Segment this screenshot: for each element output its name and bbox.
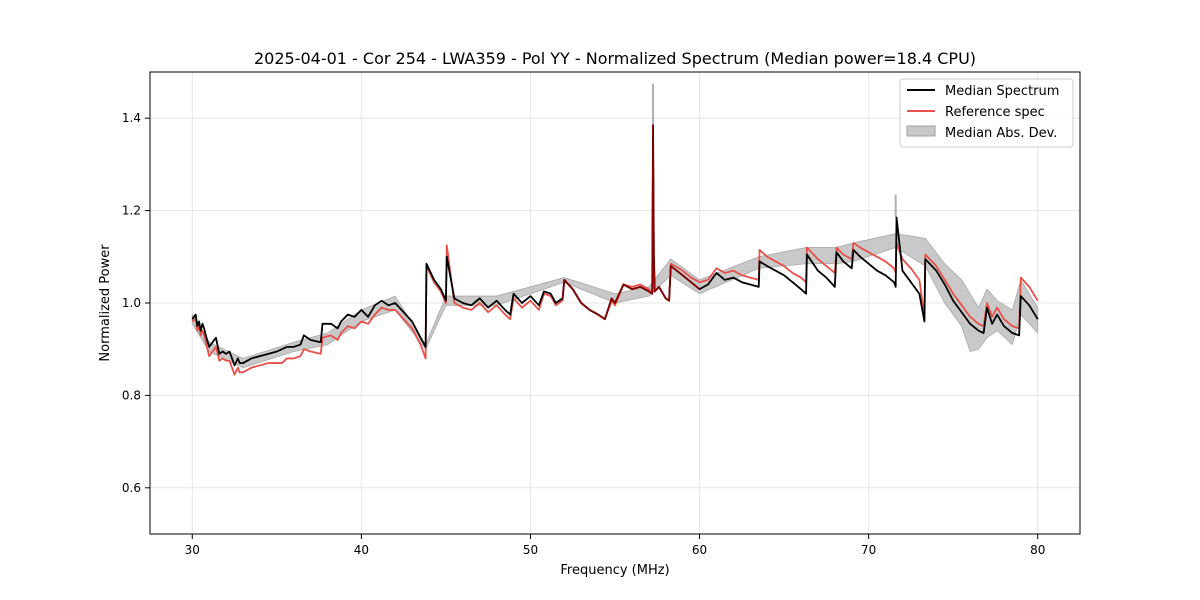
y-axis-label: Normalized Power	[98, 244, 113, 362]
y-tick-label: 1.2	[122, 204, 141, 218]
legend-frame	[899, 78, 1074, 148]
x-axis-label: Frequency (MHz)	[560, 563, 669, 578]
tick-layer: 30 40 50 60 70 80 0.6 0.8 1.0 1.2 1.4	[122, 111, 1045, 557]
y-tick-label: 1.0	[122, 296, 141, 310]
x-tick-label: 50	[523, 543, 538, 557]
x-tick-label: 40	[354, 543, 369, 557]
legend: Median Spectrum Reference spec Median Ab…	[899, 78, 1074, 148]
y-tick-label: 0.8	[122, 388, 141, 402]
legend-mad-label: Median Abs. Dev.	[945, 126, 1057, 141]
overlap-spectrum-line	[561, 124, 701, 320]
x-tick-label: 80	[1030, 543, 1045, 557]
x-tick-label: 30	[185, 543, 200, 557]
median-spectrum-layer	[191, 124, 1039, 367]
legend-median-label: Median Spectrum	[945, 84, 1059, 99]
x-tick-label: 60	[692, 543, 707, 557]
chart-title: 2025-04-01 - Cor 254 - LWA359 - Pol YY -…	[254, 49, 976, 68]
x-tick-label: 70	[861, 543, 876, 557]
legend-reference-label: Reference spec	[945, 105, 1045, 120]
legend-mad-swatch	[906, 125, 936, 137]
y-tick-label: 0.6	[122, 481, 141, 495]
y-tick-label: 1.4	[122, 111, 141, 125]
